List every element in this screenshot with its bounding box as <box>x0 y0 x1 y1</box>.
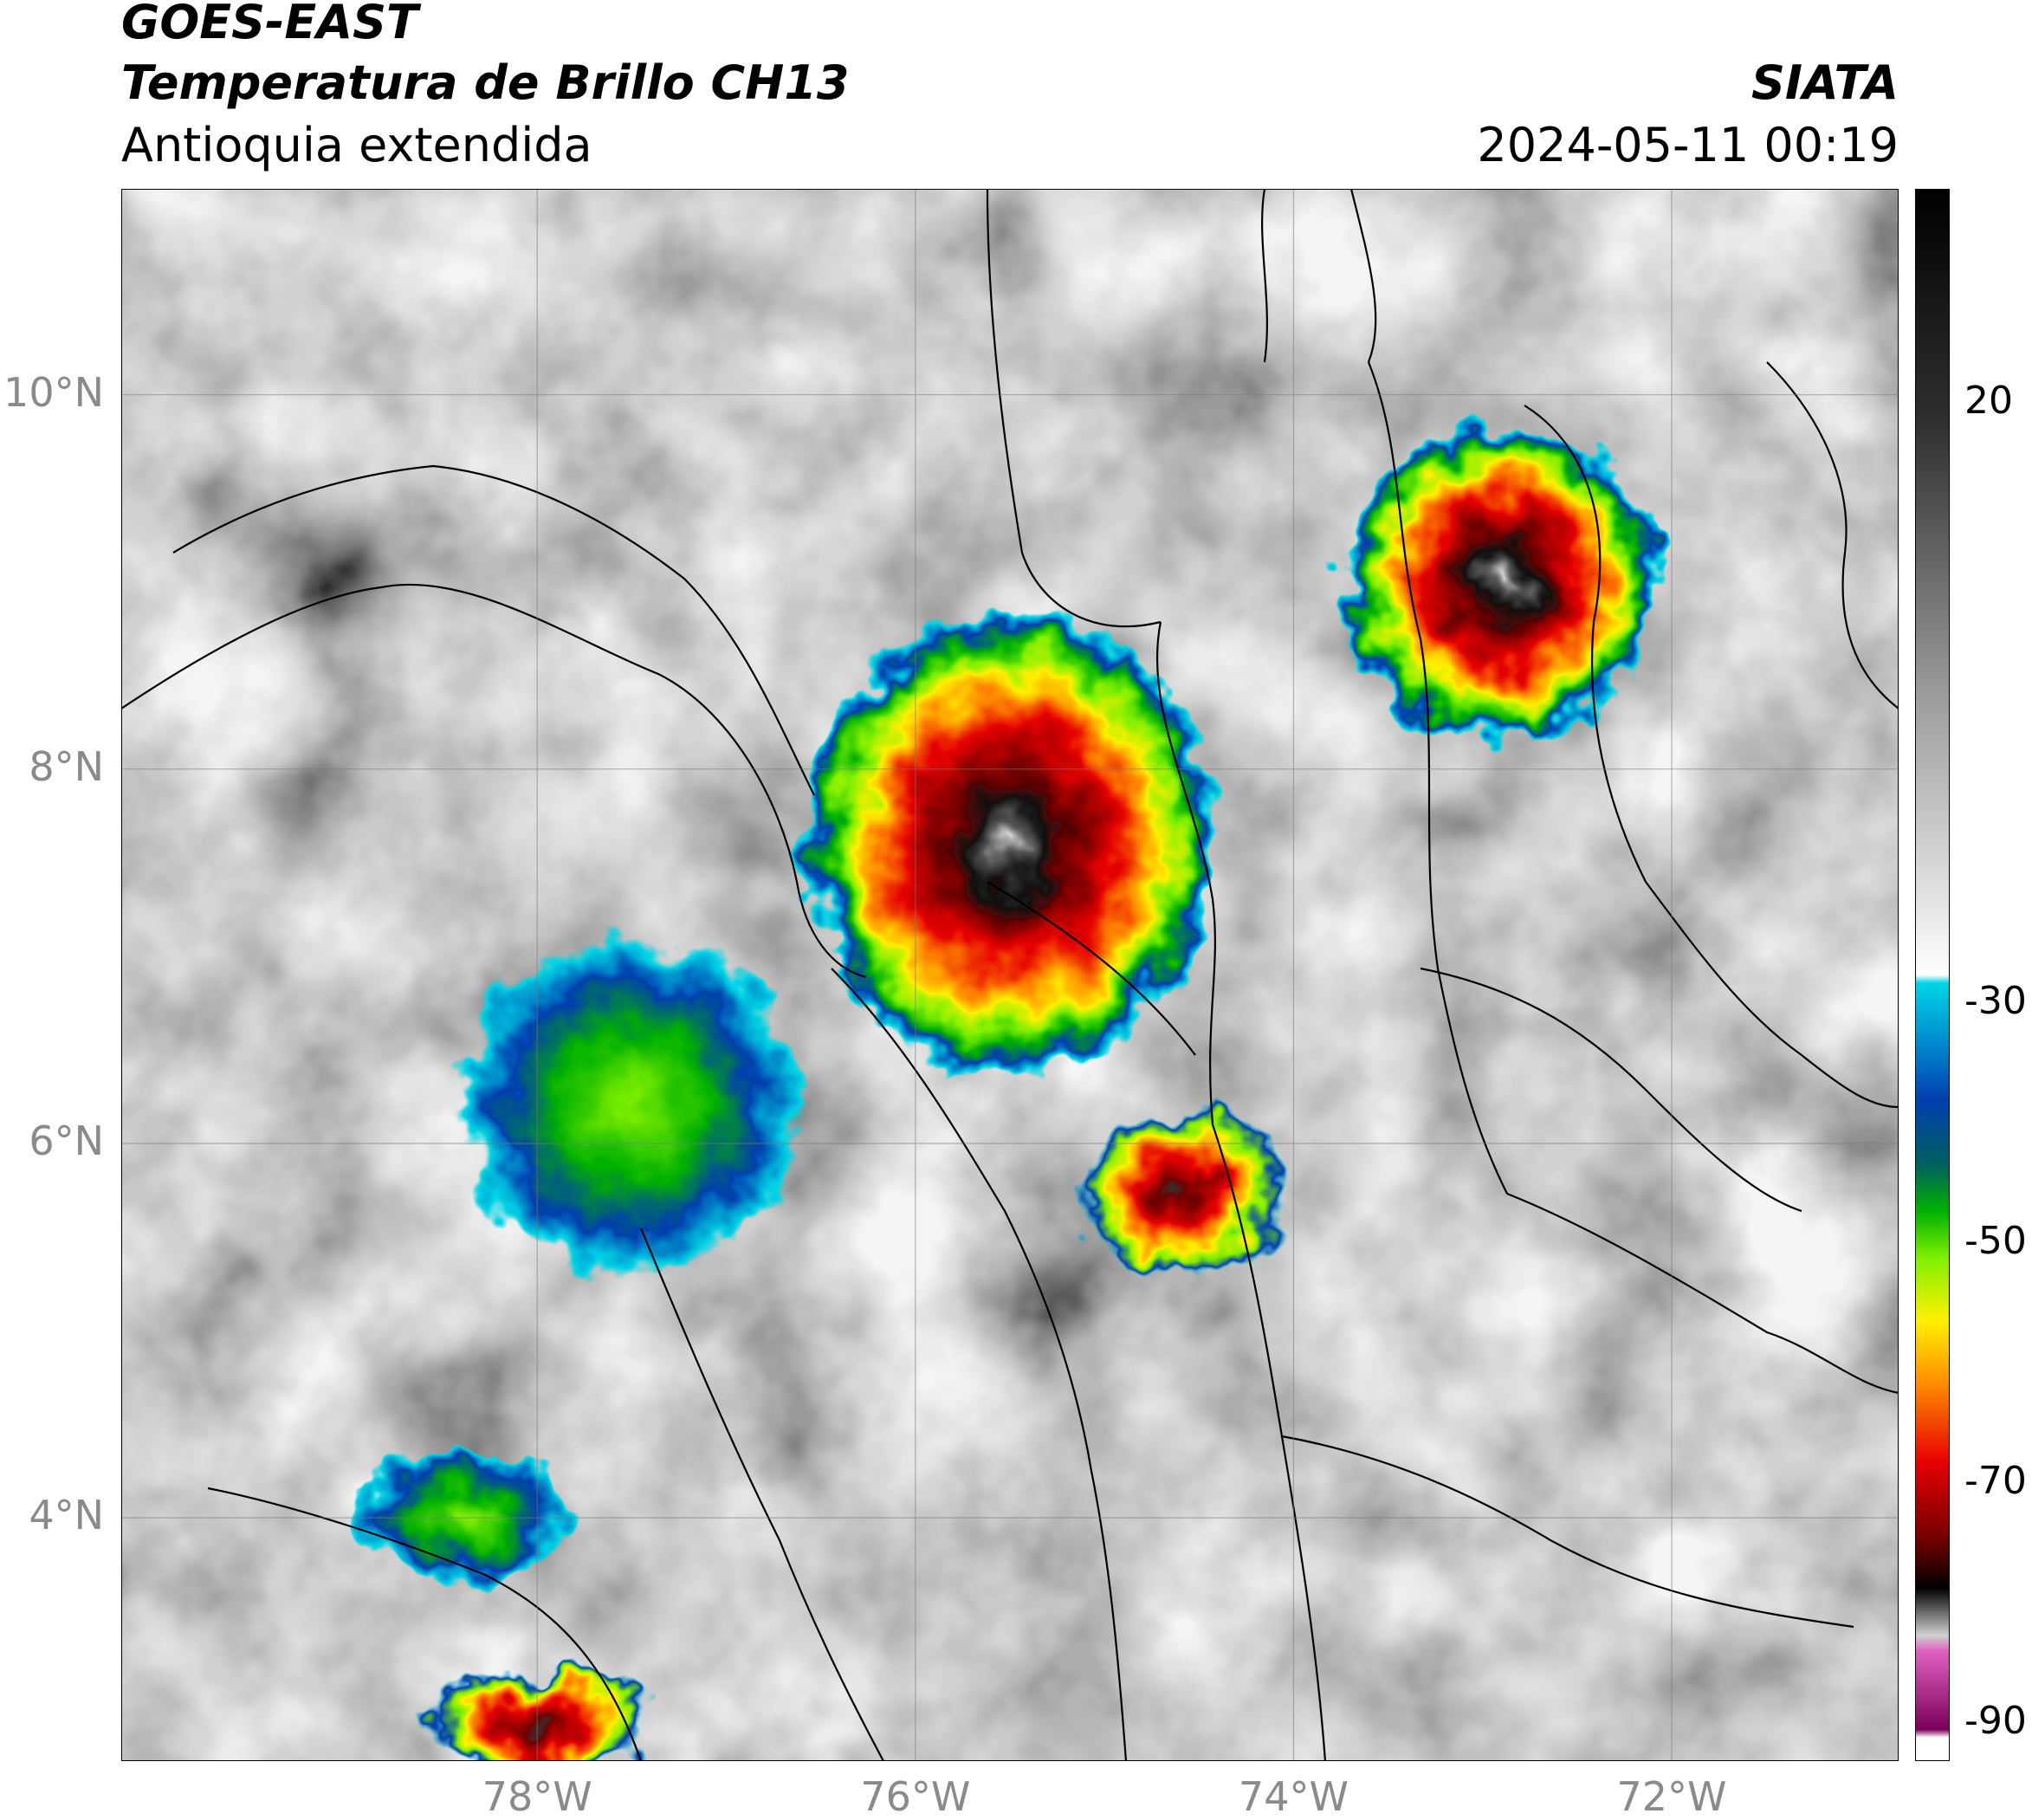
storm-cell <box>1341 423 1663 742</box>
storm-cell <box>801 610 1219 1078</box>
storm-cell <box>461 937 802 1275</box>
longitude-tick-label: 74°W <box>1238 1773 1349 1820</box>
colorbar-tick-label: -90 <box>1964 1699 2027 1744</box>
colorbar-gradient <box>1915 189 1950 1761</box>
longitude-tick-label: 76°W <box>860 1773 971 1820</box>
colorbar <box>1915 189 1950 1761</box>
product-title: Temperatura de Brillo CH13 <box>121 55 850 110</box>
source-label: SIATA <box>1750 55 1899 110</box>
region-subtitle: Antioquia extendida <box>121 118 592 172</box>
graticule <box>121 189 1899 1761</box>
datetime-label: 2024-05-11 00:19 <box>1477 118 1899 172</box>
longitude-tick-label: 78°W <box>482 1773 592 1820</box>
satellite-title: GOES-EAST <box>121 0 418 49</box>
storm-cell <box>1076 1105 1285 1275</box>
latitude-tick-label: 4°N <box>29 1492 104 1539</box>
longitude-tick-label: 72°W <box>1616 1773 1727 1820</box>
colorbar-tick-label: -50 <box>1964 1219 2027 1264</box>
latitude-tick-label: 8°N <box>29 742 104 790</box>
latitude-tick-label: 6°N <box>29 1117 104 1164</box>
political-borders <box>121 189 1899 1761</box>
colorbar-tick-label: -70 <box>1964 1459 2027 1504</box>
colorbar-tick-label: 20 <box>1964 379 2013 424</box>
colorbar-tick-label: -30 <box>1964 979 2027 1024</box>
latitude-tick-label: 10°N <box>3 368 104 416</box>
satellite-map <box>121 189 1899 1761</box>
